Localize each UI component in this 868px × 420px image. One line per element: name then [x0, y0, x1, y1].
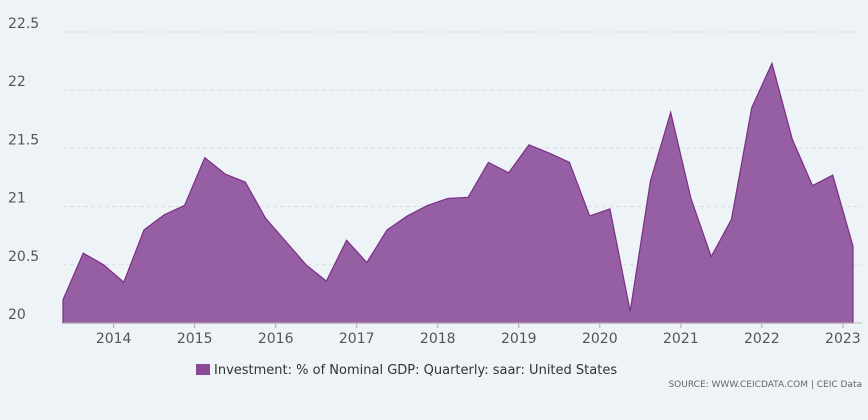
x-tick-label: 2022 [744, 331, 780, 347]
y-tick-label: 20.5 [8, 249, 39, 265]
y-tick-label: 20 [8, 307, 26, 323]
legend-swatch [196, 364, 210, 375]
x-tick-label: 2018 [420, 331, 456, 347]
x-tick-label: 2021 [663, 331, 699, 347]
x-tick-label: 2016 [258, 331, 294, 347]
area [62, 61, 854, 324]
x-tick-label: 2023 [825, 331, 861, 347]
x-tick-label: 2020 [582, 331, 618, 347]
x-tick-label: 2014 [96, 331, 132, 347]
legend-label: Investment: % of Nominal GDP: Quarterly:… [214, 363, 617, 378]
x-tick-label: 2019 [501, 331, 537, 347]
x-tick-label: 2017 [339, 331, 375, 347]
source: SOURCE: WWW.CEICDATA.COM | CEIC Data [668, 380, 862, 390]
x-tick-label: 2015 [177, 331, 213, 347]
y-tick-label: 21 [8, 191, 26, 207]
y-tick-label: 21.5 [8, 132, 39, 148]
y-tick-label: 22 [8, 74, 26, 90]
y-tick-label: 22.5 [8, 16, 39, 32]
